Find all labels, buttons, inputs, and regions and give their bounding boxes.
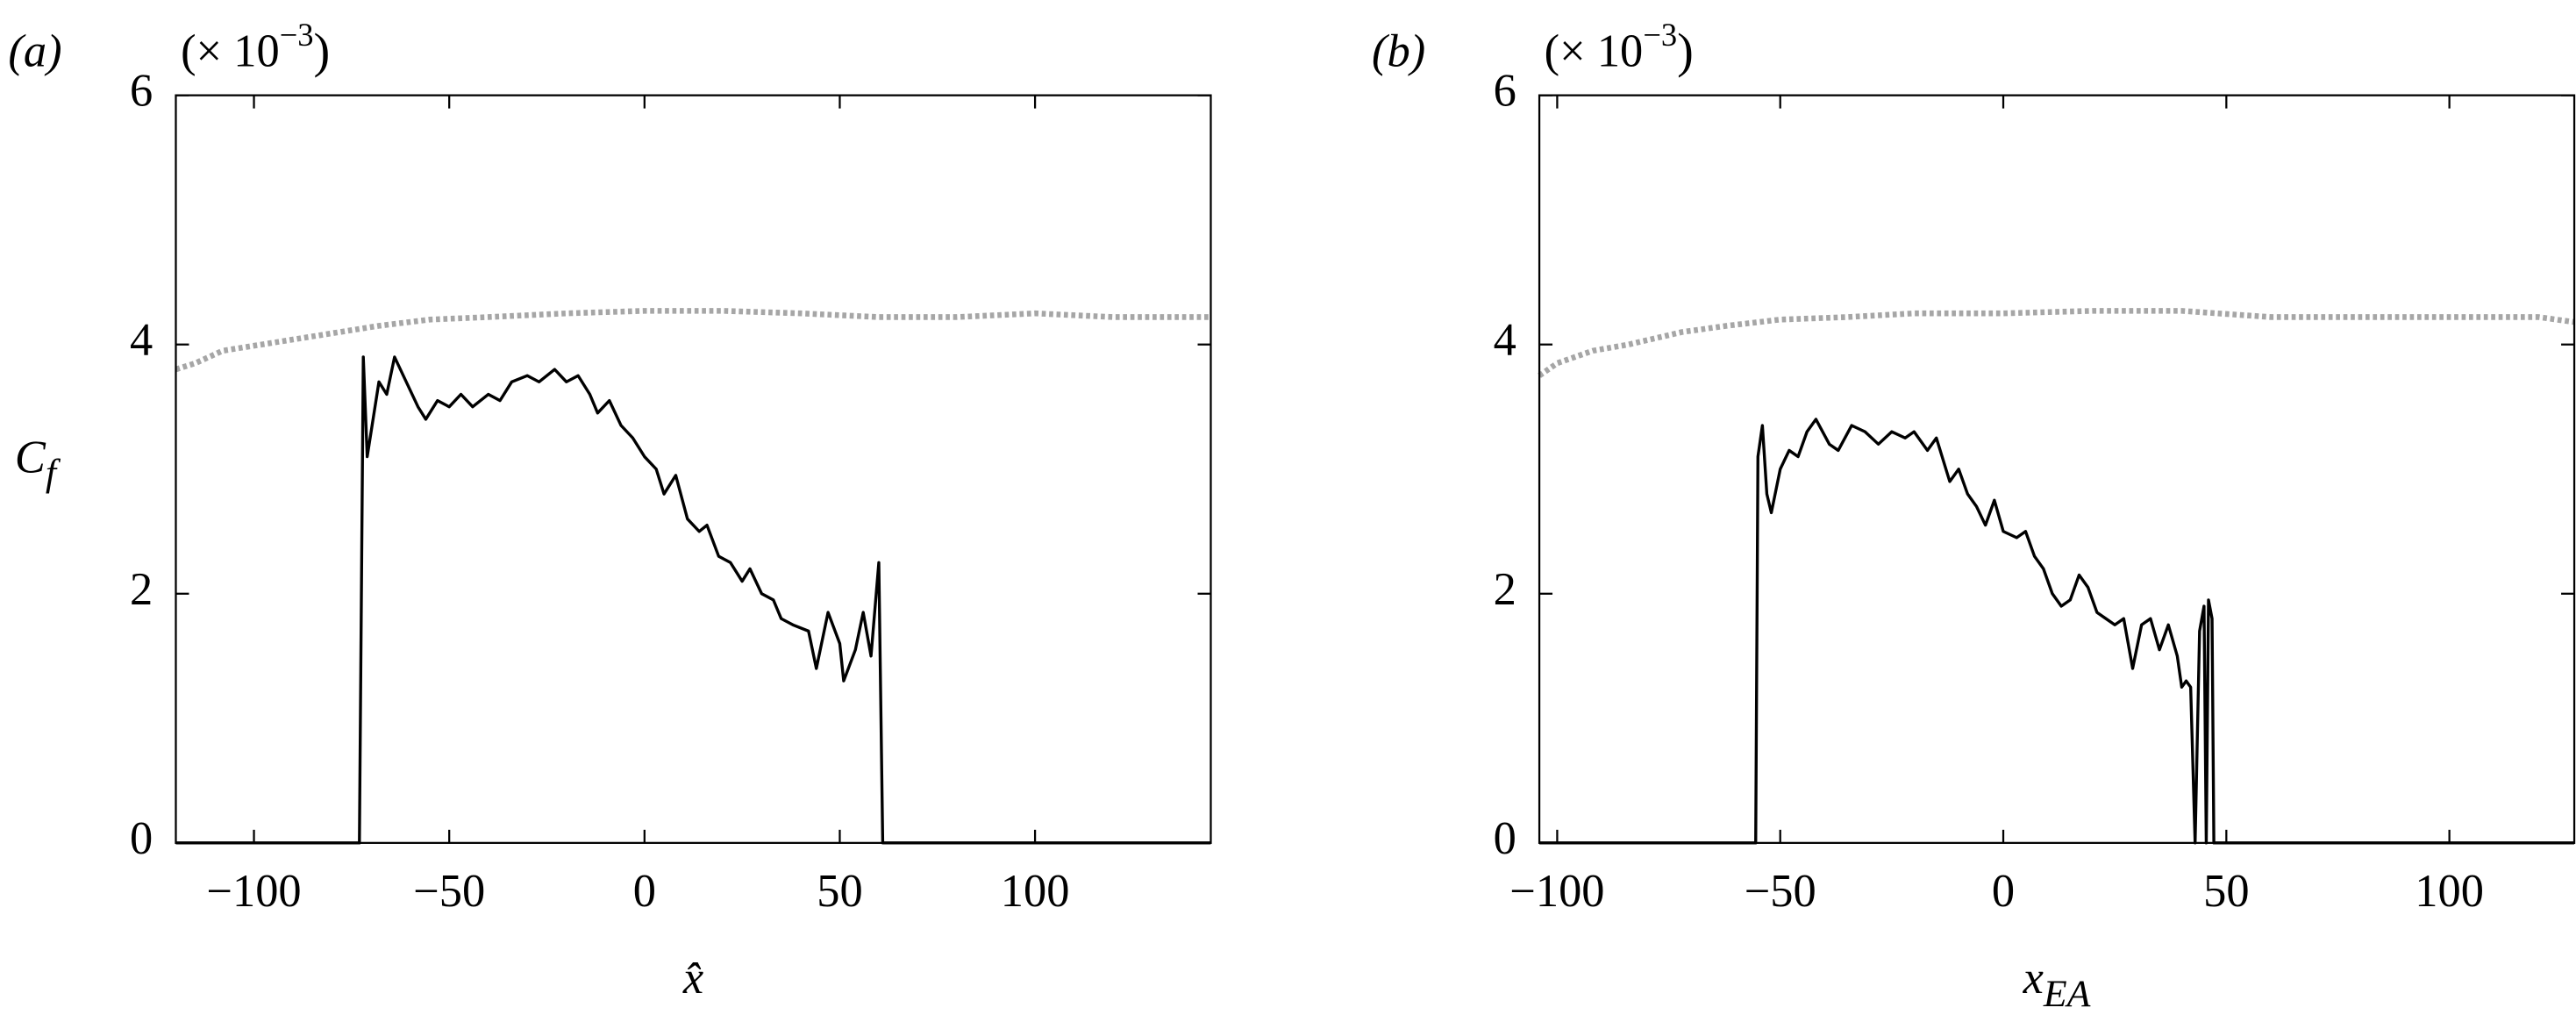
plot-frame <box>175 94 1212 844</box>
y-axis-label-base: C <box>15 432 46 482</box>
y-tick-label: 4 <box>130 315 153 366</box>
plot-frame <box>1538 94 2576 844</box>
multiplier: (× 10−3) <box>1545 17 1694 78</box>
series-line <box>1538 308 2575 378</box>
y-axis-label-sub: f <box>46 452 61 494</box>
y-axis-label: Cf <box>15 432 61 494</box>
x-axis-label-base: x <box>2023 953 2044 1004</box>
y-tick-label: 0 <box>130 813 153 864</box>
x-axis-label-base: x̂ <box>682 953 703 1004</box>
x-tick-label: 100 <box>1001 866 1070 917</box>
multiplier-base: (× 10 <box>1545 26 1644 77</box>
x-tick-label: −100 <box>1509 866 1604 917</box>
x-axis-label: xEA <box>2023 953 2091 1015</box>
y-tick-label: 2 <box>130 564 153 615</box>
x-tick-label: 50 <box>2203 866 2249 917</box>
y-tick-label: 6 <box>1494 66 1516 117</box>
x-tick-label: −100 <box>206 866 301 917</box>
series-line <box>1539 418 2575 845</box>
multiplier-tail: ) <box>314 25 331 79</box>
multiplier: (× 10−3) <box>181 17 330 78</box>
y-tick-label: 0 <box>1494 813 1516 864</box>
x-tick-label: 0 <box>1992 866 2015 917</box>
multiplier-tail: ) <box>1677 25 1694 79</box>
x-tick-label: 0 <box>633 866 656 917</box>
series-line <box>175 308 1211 373</box>
panel-label: (a) <box>8 26 61 77</box>
y-tick-label: 4 <box>1494 315 1516 366</box>
x-axis-label: x̂ <box>682 953 703 1004</box>
y-tick-label: 2 <box>1494 564 1516 615</box>
panel-label: (b) <box>1372 26 1425 77</box>
multiplier-base: (× 10 <box>181 26 280 77</box>
x-tick-label: 100 <box>2415 866 2484 917</box>
x-tick-label: 50 <box>817 866 862 917</box>
x-tick-label: −50 <box>413 866 485 917</box>
multiplier-sup: −3 <box>1643 17 1677 53</box>
series-line <box>175 355 1211 845</box>
x-tick-label: −50 <box>1745 866 1816 917</box>
multiplier-sup: −3 <box>280 17 314 53</box>
x-axis-label-sub: EA <box>2043 973 2091 1015</box>
y-tick-label: 6 <box>130 66 153 117</box>
